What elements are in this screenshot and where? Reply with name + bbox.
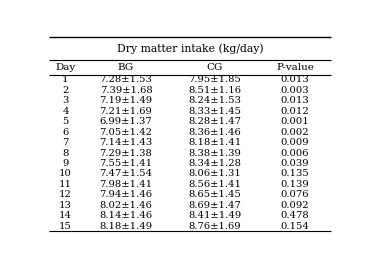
Text: 8.41±1.49: 8.41±1.49 <box>188 211 242 220</box>
Text: 8.24±1.53: 8.24±1.53 <box>188 96 241 105</box>
Text: Day: Day <box>55 63 76 72</box>
Text: 8.65±1.45: 8.65±1.45 <box>188 190 241 199</box>
Text: 7: 7 <box>62 138 69 147</box>
Text: 7.94±1.46: 7.94±1.46 <box>99 190 152 199</box>
Text: 15: 15 <box>59 222 72 231</box>
Text: 13: 13 <box>59 201 72 210</box>
Text: 0.039: 0.039 <box>281 159 309 168</box>
Text: 0.139: 0.139 <box>281 180 309 189</box>
Text: 7.29±1.38: 7.29±1.38 <box>99 148 152 158</box>
Text: 0.002: 0.002 <box>281 128 309 136</box>
Text: 4: 4 <box>62 107 69 116</box>
Text: 8.18±1.49: 8.18±1.49 <box>99 222 152 231</box>
Text: 7.95±1.85: 7.95±1.85 <box>188 75 241 84</box>
Text: 6.99±1.37: 6.99±1.37 <box>100 117 152 126</box>
Text: 0.012: 0.012 <box>281 107 309 116</box>
Text: 0.006: 0.006 <box>281 148 309 158</box>
Text: 11: 11 <box>59 180 72 189</box>
Text: 8.34±1.28: 8.34±1.28 <box>188 159 241 168</box>
Text: 7.55±1.41: 7.55±1.41 <box>99 159 152 168</box>
Text: 0.092: 0.092 <box>281 201 309 210</box>
Text: 8.18±1.41: 8.18±1.41 <box>188 138 242 147</box>
Text: 14: 14 <box>59 211 72 220</box>
Text: 8.69±1.47: 8.69±1.47 <box>188 201 241 210</box>
Text: 0.135: 0.135 <box>281 170 309 178</box>
Text: CG: CG <box>207 63 223 72</box>
Text: 3: 3 <box>62 96 69 105</box>
Text: 7.14±1.43: 7.14±1.43 <box>99 138 152 147</box>
Text: 8.06±1.31: 8.06±1.31 <box>188 170 241 178</box>
Text: 8.51±1.16: 8.51±1.16 <box>188 86 241 95</box>
Text: 0.013: 0.013 <box>281 96 309 105</box>
Text: 1: 1 <box>62 75 69 84</box>
Text: 0.001: 0.001 <box>281 117 309 126</box>
Text: 0.009: 0.009 <box>281 138 309 147</box>
Text: 8.36±1.46: 8.36±1.46 <box>188 128 241 136</box>
Text: 2: 2 <box>62 86 69 95</box>
Text: 7.19±1.49: 7.19±1.49 <box>99 96 152 105</box>
Text: 8.76±1.69: 8.76±1.69 <box>188 222 241 231</box>
Text: 10: 10 <box>59 170 72 178</box>
Text: 0.076: 0.076 <box>281 190 309 199</box>
Text: 8.38±1.39: 8.38±1.39 <box>188 148 241 158</box>
Text: 8.28±1.47: 8.28±1.47 <box>188 117 241 126</box>
Text: 0.154: 0.154 <box>280 222 309 231</box>
Text: 7.39±1.68: 7.39±1.68 <box>100 86 152 95</box>
Text: 7.21±1.69: 7.21±1.69 <box>99 107 152 116</box>
Text: 12: 12 <box>59 190 72 199</box>
Text: 0.003: 0.003 <box>281 86 309 95</box>
Text: 8.02±1.46: 8.02±1.46 <box>99 201 152 210</box>
Text: 0.478: 0.478 <box>281 211 309 220</box>
Text: 9: 9 <box>62 159 69 168</box>
Text: 8: 8 <box>62 148 69 158</box>
Text: 6: 6 <box>62 128 69 136</box>
Text: 5: 5 <box>62 117 69 126</box>
Text: 7.98±1.41: 7.98±1.41 <box>99 180 152 189</box>
Text: 8.14±1.46: 8.14±1.46 <box>99 211 152 220</box>
Text: Dry matter intake (kg/day): Dry matter intake (kg/day) <box>117 43 263 54</box>
Text: 8.56±1.41: 8.56±1.41 <box>188 180 241 189</box>
Text: 8.33±1.45: 8.33±1.45 <box>188 107 241 116</box>
Text: 7.05±1.42: 7.05±1.42 <box>99 128 152 136</box>
Text: 7.47±1.54: 7.47±1.54 <box>99 170 152 178</box>
Text: 0.013: 0.013 <box>281 75 309 84</box>
Text: 7.28±1.53: 7.28±1.53 <box>99 75 152 84</box>
Text: P-value: P-value <box>276 63 314 72</box>
Text: BG: BG <box>118 63 134 72</box>
